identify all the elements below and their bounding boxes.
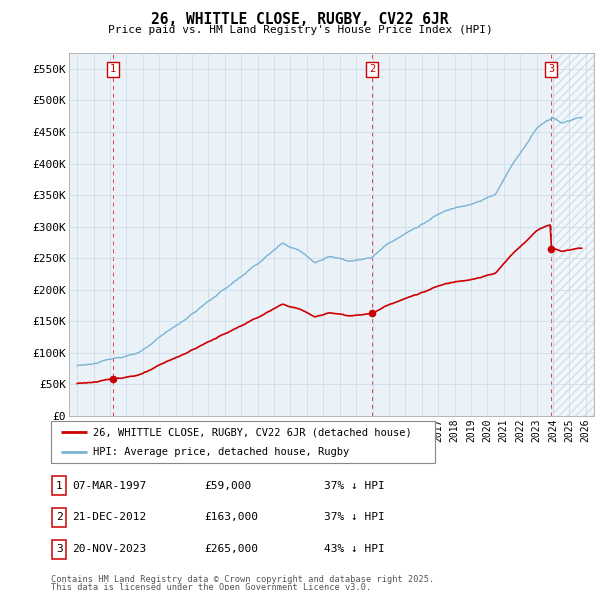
Text: 37% ↓ HPI: 37% ↓ HPI bbox=[324, 513, 385, 522]
Text: 26, WHITTLE CLOSE, RUGBY, CV22 6JR (detached house): 26, WHITTLE CLOSE, RUGBY, CV22 6JR (deta… bbox=[93, 427, 412, 437]
Text: 1: 1 bbox=[56, 481, 63, 490]
FancyBboxPatch shape bbox=[52, 540, 67, 559]
Text: 26, WHITTLE CLOSE, RUGBY, CV22 6JR: 26, WHITTLE CLOSE, RUGBY, CV22 6JR bbox=[151, 12, 449, 27]
Text: Contains HM Land Registry data © Crown copyright and database right 2025.: Contains HM Land Registry data © Crown c… bbox=[51, 575, 434, 584]
FancyBboxPatch shape bbox=[52, 476, 67, 495]
Text: £163,000: £163,000 bbox=[204, 513, 258, 522]
FancyBboxPatch shape bbox=[51, 421, 435, 463]
Text: 43% ↓ HPI: 43% ↓ HPI bbox=[324, 545, 385, 554]
Text: 07-MAR-1997: 07-MAR-1997 bbox=[72, 481, 146, 490]
Text: 21-DEC-2012: 21-DEC-2012 bbox=[72, 513, 146, 522]
FancyBboxPatch shape bbox=[52, 508, 67, 527]
Text: £265,000: £265,000 bbox=[204, 545, 258, 554]
Text: 1: 1 bbox=[110, 64, 116, 74]
Text: 37% ↓ HPI: 37% ↓ HPI bbox=[324, 481, 385, 490]
Text: 20-NOV-2023: 20-NOV-2023 bbox=[72, 545, 146, 554]
Bar bbox=[553, 53, 594, 416]
Text: 2: 2 bbox=[56, 513, 63, 522]
Text: 3: 3 bbox=[56, 545, 63, 554]
Text: Price paid vs. HM Land Registry's House Price Index (HPI): Price paid vs. HM Land Registry's House … bbox=[107, 25, 493, 35]
Text: This data is licensed under the Open Government Licence v3.0.: This data is licensed under the Open Gov… bbox=[51, 583, 371, 590]
Text: 2: 2 bbox=[369, 64, 375, 74]
Bar bbox=[553, 53, 594, 416]
Text: HPI: Average price, detached house, Rugby: HPI: Average price, detached house, Rugb… bbox=[93, 447, 349, 457]
Text: 3: 3 bbox=[548, 64, 554, 74]
Text: £59,000: £59,000 bbox=[204, 481, 251, 490]
